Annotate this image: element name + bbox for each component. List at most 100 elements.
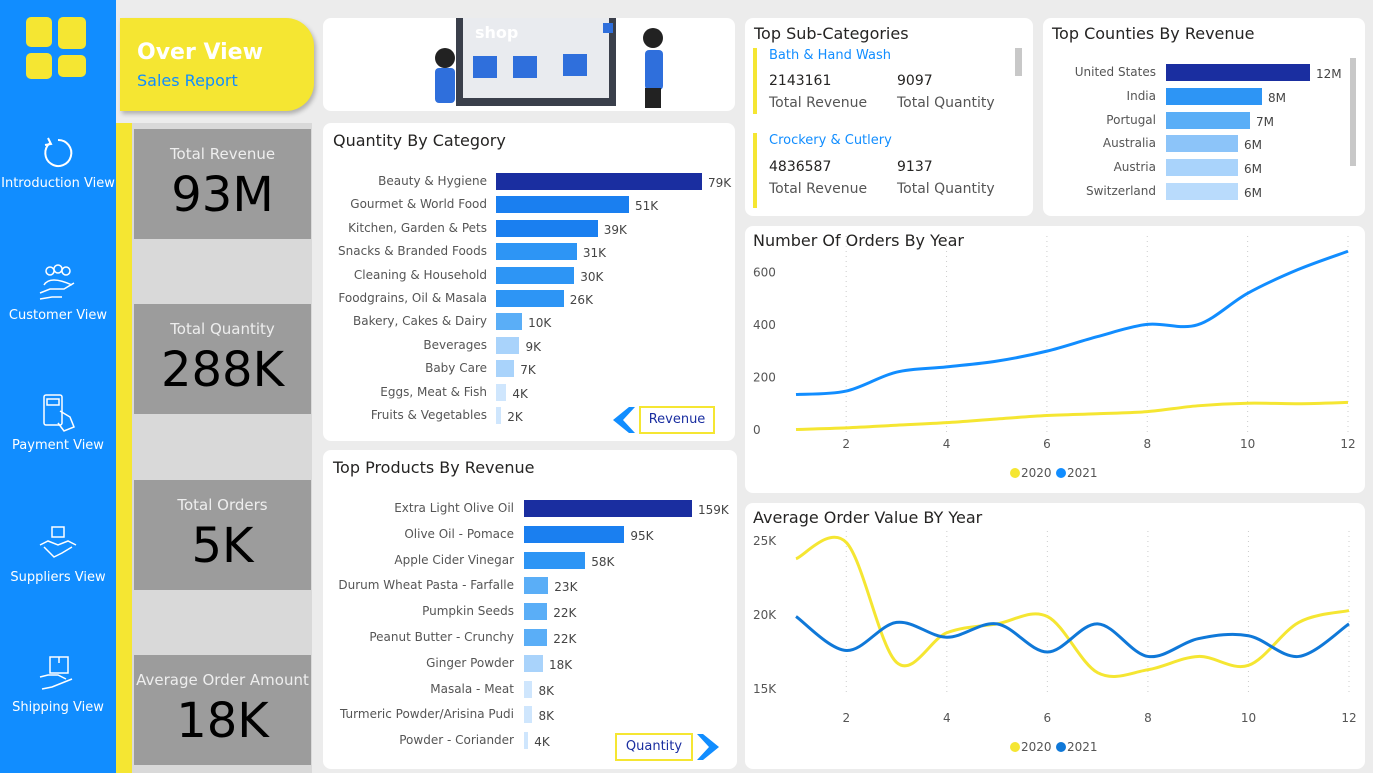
bar[interactable] [496, 266, 575, 284]
bar-value-label: 7K [520, 363, 536, 378]
top-countries-card: Top Counties By Revenue United States 12M… [1043, 18, 1365, 216]
bar[interactable] [1166, 135, 1238, 153]
bar-label: Austria [1113, 160, 1156, 175]
bar-label: Beauty & Hygiene [378, 174, 487, 188]
x-tick-label: 10 [1240, 437, 1255, 451]
bar[interactable] [496, 196, 629, 214]
bar-value-label: 31K [582, 246, 606, 261]
bar-value-label: 79K [708, 176, 732, 190]
y-tick-label: 200 [753, 370, 776, 384]
quantity-toggle-button[interactable]: Quantity [615, 733, 693, 761]
legend-label[interactable]: 2020 [1021, 466, 1052, 480]
sidebar-item-shipping[interactable]: Shipping View [0, 655, 116, 717]
orders-line-chart: 2 4 6 8 10 12 0 200 400 600 2020 2021 [753, 236, 1356, 480]
series-line-2020[interactable] [795, 535, 1350, 678]
x-tick-label: 8 [1143, 437, 1151, 451]
y-tick-label: 600 [753, 265, 776, 279]
chart-title: Quantity By Category [333, 131, 506, 150]
bar-label: Baby Care [425, 361, 487, 376]
refresh-icon [44, 137, 73, 167]
bar-label: Portugal [1106, 112, 1156, 127]
legend-marker [1056, 742, 1066, 752]
x-tick-label: 10 [1241, 711, 1256, 725]
bar[interactable] [496, 243, 577, 261]
legend-label[interactable]: 2021 [1067, 740, 1098, 754]
kpi-label: Total Quantity [170, 320, 275, 338]
bar[interactable] [524, 577, 549, 595]
legend-label[interactable]: 2021 [1067, 466, 1098, 480]
bar[interactable] [496, 313, 523, 331]
bar-value-label: 6M [1244, 162, 1262, 177]
y-tick-label: 20K [753, 608, 777, 622]
bar-label: Foodgrains, Oil & Masala [338, 291, 487, 305]
bar-value-label: 8K [538, 683, 554, 698]
series-line-2021[interactable] [795, 615, 1350, 659]
sidebar: Introduction View Customer View Payment … [0, 0, 116, 773]
bar[interactable] [1166, 159, 1238, 177]
sidebar-item-payment[interactable]: Payment View [0, 393, 116, 455]
bar[interactable] [524, 732, 529, 750]
bar[interactable] [1166, 183, 1238, 200]
bar-label: Pumpkin Seeds [422, 604, 514, 619]
bar[interactable] [1166, 111, 1250, 129]
bar-label: Ginger Powder [426, 655, 514, 670]
bar-label: United States [1074, 65, 1156, 79]
bar-label: Gourmet & World Food [350, 197, 487, 212]
back-arrow-icon[interactable] [609, 405, 639, 435]
chart-title: Top Counties By Revenue [1052, 24, 1255, 43]
bar[interactable] [524, 525, 625, 543]
sidebar-item-suppliers[interactable]: Suppliers View [0, 525, 116, 587]
bar[interactable] [496, 336, 520, 354]
bar-value-label: 6M [1244, 138, 1262, 153]
kpi-value: 5K [191, 518, 254, 574]
bar-label: Beverages [423, 337, 487, 352]
bar-value-label: 30K [580, 269, 604, 284]
sidebar-item-label: Shipping View [12, 700, 104, 715]
legend-label[interactable]: 2020 [1021, 740, 1052, 754]
bar-label: Bakery, Cakes & Dairy [353, 314, 487, 329]
bar[interactable] [1166, 87, 1262, 105]
bar-label: Turmeric Powder/Arisina Pudi [340, 707, 514, 722]
scrollbar[interactable] [1350, 58, 1356, 166]
x-tick-label: 6 [1044, 711, 1052, 725]
kpi-value: 288K [160, 342, 285, 398]
bar[interactable] [524, 654, 544, 672]
series-line-2021[interactable] [795, 249, 1349, 397]
bar[interactable] [524, 706, 533, 724]
revenue-toggle-button[interactable]: Revenue [639, 406, 715, 434]
bar[interactable] [496, 173, 702, 190]
kpi-label: Total Revenue [169, 145, 276, 163]
bar-value-label: 39K [603, 222, 627, 237]
series-line-2020[interactable] [795, 400, 1349, 431]
sidebar-item-customer[interactable]: Customer View [0, 263, 116, 325]
top-subcategories-card: Top Sub-Categories Bath & Hand Wash 2143… [745, 18, 1033, 216]
bar[interactable] [496, 383, 507, 401]
bar-value-label: 10K [528, 316, 552, 331]
scrollbar[interactable] [1015, 48, 1022, 76]
bar[interactable] [524, 551, 586, 569]
bar-value-label: 95K [630, 528, 654, 543]
x-tick-label: 8 [1144, 711, 1152, 725]
bar-label: Masala - Meat [430, 681, 514, 696]
subcategory-revenue: 4836587 [769, 159, 832, 175]
bar[interactable] [524, 629, 548, 646]
bar[interactable] [524, 680, 533, 698]
shipping-icon [39, 656, 73, 690]
bar[interactable] [524, 500, 692, 517]
y-tick-label: 400 [753, 318, 776, 332]
bar[interactable] [496, 407, 502, 424]
bar[interactable] [496, 360, 515, 378]
bar-value-label: 159K [698, 503, 729, 517]
forward-arrow-icon[interactable] [693, 732, 723, 762]
revenue-label: Total Revenue [769, 181, 868, 197]
y-tick-label: 25K [753, 534, 777, 548]
sidebar-item-introduction[interactable]: Introduction View [0, 135, 116, 193]
bar[interactable] [524, 603, 548, 621]
sidebar-item-label: Introduction View [1, 176, 115, 191]
app-logo [26, 17, 88, 79]
bar[interactable] [1166, 64, 1310, 81]
bar[interactable] [496, 219, 598, 237]
x-tick-label: 12 [1340, 437, 1355, 451]
revenue-label: Total Revenue [769, 95, 868, 111]
bar[interactable] [496, 290, 564, 307]
